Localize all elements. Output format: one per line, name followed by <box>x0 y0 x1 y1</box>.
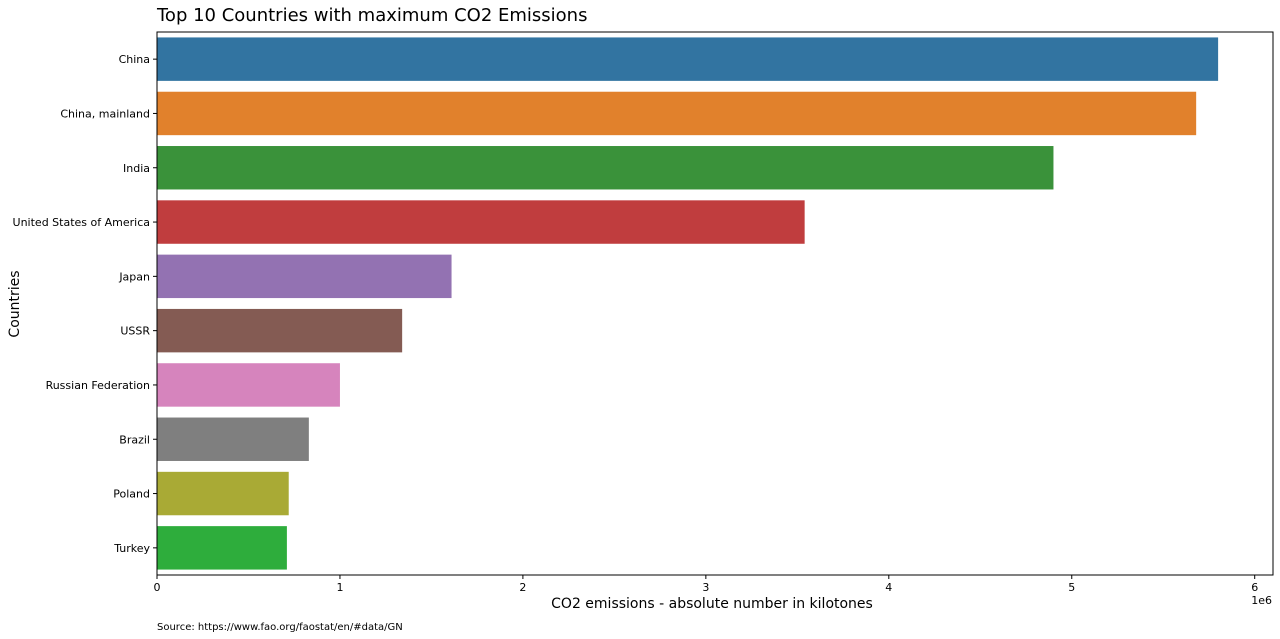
y-tick-label: China <box>119 53 150 66</box>
y-axis-ticks: China China, mainland India United States o… <box>13 53 157 555</box>
bar-5 <box>157 308 403 353</box>
bar-0 <box>157 37 1219 81</box>
x-axis-ticks: 0 1 2 3 4 5 6 <box>154 575 1258 594</box>
bar-6 <box>157 363 340 407</box>
bar-2 <box>157 146 1054 190</box>
y-tick-label: Turkey <box>113 542 150 555</box>
x-tick-label: 5 <box>1068 581 1075 594</box>
x-tick-label: 0 <box>154 581 161 594</box>
y-axis-label: Countries <box>7 270 23 337</box>
x-tick-label: 3 <box>702 581 709 594</box>
bar-1 <box>157 91 1197 136</box>
y-tick-label: USSR <box>120 325 150 338</box>
bar-9 <box>157 526 287 570</box>
bar-8 <box>157 471 289 516</box>
y-tick-label: India <box>123 162 150 175</box>
bar-4 <box>157 254 452 299</box>
y-tick-label: Russian Federation <box>46 379 150 392</box>
y-tick-label: Brazil <box>119 433 150 446</box>
x-axis-label: CO2 emissions - absolute number in kilot… <box>551 596 873 612</box>
x-tick-label: 6 <box>1251 581 1258 594</box>
y-tick-label: China, mainland <box>60 107 150 120</box>
chart-title: Top 10 Countries with maximum CO2 Emissi… <box>156 5 587 26</box>
y-tick-label: Poland <box>113 488 150 501</box>
plot-frame <box>156 31 1274 576</box>
y-tick-label: Japan <box>118 270 150 283</box>
bars-group <box>157 37 1219 570</box>
x-tick-label: 2 <box>519 581 526 594</box>
x-axis-offset-label: 1e6 <box>1251 594 1272 607</box>
y-tick-label: United States of America <box>13 216 150 229</box>
x-tick-label: 1 <box>336 581 343 594</box>
x-tick-label: 4 <box>885 581 892 594</box>
bar-7 <box>157 417 309 461</box>
bar-3 <box>157 200 805 244</box>
source-note: Source: https://www.fao.org/faostat/en/#… <box>157 622 403 633</box>
